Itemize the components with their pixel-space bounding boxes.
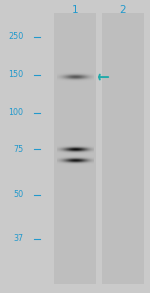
Text: 150: 150 [8, 70, 23, 79]
Text: 100: 100 [8, 108, 23, 117]
Bar [54, 13, 96, 284]
Text: 37: 37 [13, 234, 23, 243]
Text: 75: 75 [13, 145, 23, 154]
Text: 1: 1 [72, 5, 78, 15]
Text: 50: 50 [13, 190, 23, 199]
Text: 2: 2 [120, 5, 126, 15]
Bar [102, 13, 144, 284]
Text: 250: 250 [8, 32, 23, 41]
